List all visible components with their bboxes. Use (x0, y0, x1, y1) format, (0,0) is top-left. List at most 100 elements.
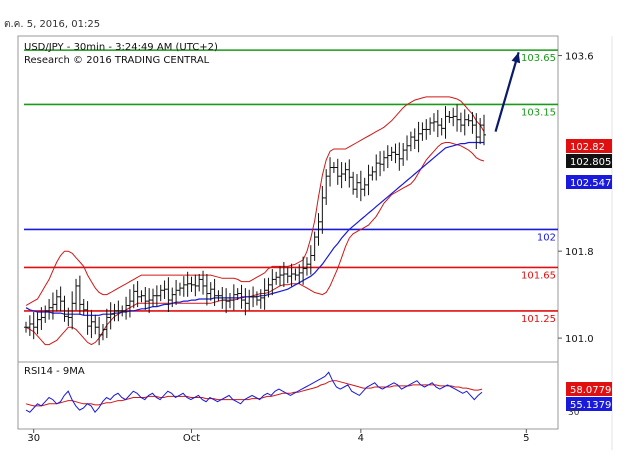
price-bar-59 (251, 286, 256, 308)
price-bar-15 (81, 298, 86, 316)
price-bar-4 (39, 307, 44, 330)
price-bar-71 (297, 264, 302, 284)
price-bar-34 (154, 285, 159, 307)
price-bar-53 (227, 292, 232, 309)
price-bar-31 (143, 287, 148, 310)
price-bar-72 (301, 256, 306, 285)
price-bar-116 (470, 112, 475, 134)
price-bar-111 (451, 107, 456, 127)
price-bar-68 (285, 266, 290, 284)
price-bar-2 (31, 312, 36, 340)
price-badge-0 (566, 139, 612, 153)
axis-layer: 103.6 101.8 101.0 (558, 52, 594, 345)
price-bar-65 (274, 271, 279, 285)
price-bar-21 (104, 308, 109, 339)
price-bar-84 (347, 159, 352, 188)
price-bar-44 (193, 274, 198, 297)
price-bar-105 (428, 117, 433, 135)
price-bar-73 (304, 257, 309, 276)
price-bar-57 (243, 288, 248, 316)
level-label-2: 103.15 (521, 107, 556, 118)
price-bar-103 (420, 122, 425, 141)
price-bar-43 (189, 276, 194, 292)
price-bar-85 (351, 171, 356, 195)
price-bar-49 (212, 278, 217, 307)
price-bar-50 (216, 290, 221, 302)
price-bar-93 (381, 150, 386, 172)
price-tick-0: 103.6 (565, 52, 594, 63)
price-bar-10 (62, 295, 67, 322)
price-bar-67 (281, 262, 286, 288)
level-label-3: 102 (537, 232, 556, 243)
rsi-badge-0 (566, 382, 612, 396)
price-bar-92 (378, 151, 383, 177)
rsi-badge-1 (566, 397, 612, 411)
price-bar-60 (254, 291, 259, 306)
price-bar-62 (262, 278, 267, 310)
price-bar-109 (443, 106, 448, 139)
rsi-badge-label-0: 58.0779 (570, 385, 611, 396)
price-bar-41 (181, 276, 186, 297)
price-bar-42 (185, 271, 190, 297)
price-bar-63 (266, 277, 271, 298)
price-bar-14 (77, 275, 82, 315)
price-bar-58 (247, 289, 252, 311)
price-bar-26 (124, 296, 129, 320)
rsi-badge-label-1: 55.1379 (570, 400, 611, 411)
price-bar-69 (289, 263, 294, 287)
bollinger-upper (25, 96, 485, 306)
forecast-arrow (494, 51, 521, 132)
price-bar-100 (408, 131, 413, 152)
price-bar-29 (135, 281, 140, 308)
price-bar-56 (239, 284, 244, 309)
chart-subtitle: Research © 2016 TRADING CENTRAL (24, 55, 210, 66)
rsi-partial-tick: 30 (568, 408, 580, 418)
levels-layer: 103.65 103.15 102 101.65 101.25 (24, 49, 558, 325)
price-bar-37 (166, 277, 171, 313)
price-bar-61 (258, 289, 263, 309)
chart-title: USD/JPY - 30min - 3:24:49 AM (UTC+2) (24, 42, 218, 53)
price-bar-0 (24, 321, 28, 333)
price-bar-102 (416, 121, 421, 153)
price-bar-20 (100, 323, 105, 341)
price-bar-107 (435, 109, 440, 138)
price-bar-19 (97, 316, 102, 346)
price-bar-118 (478, 118, 483, 145)
price-bar-80 (331, 162, 336, 173)
price-bar-81 (335, 158, 340, 185)
price-tick-2: 101.0 (565, 334, 594, 345)
price-bar-108 (439, 118, 444, 136)
price-bar-35 (158, 284, 163, 302)
price-bar-112 (455, 104, 460, 132)
forecast-arrow-head (511, 52, 521, 64)
rsi-title: RSI14 - 9MA (24, 366, 85, 377)
price-bar-7 (50, 292, 55, 320)
rsi-ma-line (25, 380, 483, 407)
level-label-5: 101.25 (521, 314, 556, 325)
price-bar-83 (343, 162, 348, 182)
price-bar-36 (162, 280, 167, 299)
price-badge-1 (566, 154, 612, 168)
price-badge-label-0: 102.82 (570, 142, 605, 153)
price-bar-76 (316, 213, 321, 246)
price-bar-96 (393, 143, 398, 164)
price-bar-82 (339, 162, 344, 189)
price-bar-74 (308, 245, 313, 275)
price-bar-55 (235, 288, 240, 301)
price-bar-66 (278, 266, 283, 286)
price-bar-3 (35, 312, 40, 335)
price-bar-104 (424, 119, 429, 140)
price-bar-64 (270, 269, 275, 296)
price-bar-98 (401, 143, 406, 166)
x-axis: 30 Oct 4 5 (27, 429, 530, 444)
forecast-arrow-shaft (494, 51, 520, 132)
price-badge-label-2: 102.547 (570, 178, 611, 189)
price-badge-label-1: 102.805 (570, 157, 611, 168)
price-bar-115 (466, 114, 471, 127)
price-bar-113 (458, 112, 463, 133)
price-bar-16 (85, 301, 90, 335)
price-bar-25 (120, 305, 125, 317)
price-bar-52 (224, 288, 229, 314)
